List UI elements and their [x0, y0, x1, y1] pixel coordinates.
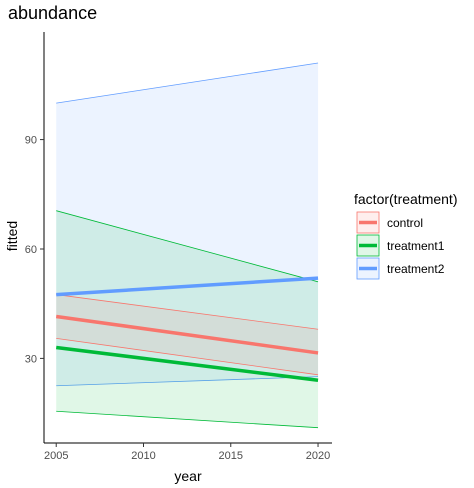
band-upper-control: [56, 294, 319, 330]
axes: [43, 32, 332, 444]
y-tick-label: 90: [25, 135, 37, 147]
chart-title: abundance: [8, 3, 97, 23]
legend-label-treatment1: treatment1: [387, 239, 445, 253]
ticks: 2005 2010 2015 2020 30 60 90: [25, 135, 331, 462]
band-upper-treatment2: [56, 62, 319, 104]
x-tick-label: 2020: [306, 450, 330, 462]
legend-title: factor(treatment): [354, 191, 457, 207]
line-treatment1: [56, 345, 319, 383]
legend-label-control: control: [387, 216, 423, 230]
legend: factor(treatment) control treatment1 treat…: [354, 191, 457, 280]
x-axis-title: year: [174, 468, 202, 484]
line-treatment2: [56, 276, 319, 297]
band-lower-control: [56, 337, 319, 376]
y-axis-title: fitted: [4, 221, 20, 251]
fitted-lines: [55, 276, 319, 383]
x-tick-label: 2015: [219, 450, 243, 462]
x-tick-label: 2010: [131, 450, 155, 462]
y-tick-label: 60: [25, 244, 37, 256]
line-control: [55, 314, 319, 355]
band-upper-treatment1: [56, 210, 319, 283]
confidence-bands: [56, 62, 319, 429]
legend-label-treatment2: treatment2: [387, 262, 445, 276]
y-tick-label: 30: [25, 353, 37, 365]
band-lower-treatment2: [56, 376, 319, 387]
band-lower-treatment1: [56, 410, 319, 429]
x-tick-label: 2005: [44, 450, 68, 462]
band-treatment2: [56, 62, 319, 386]
